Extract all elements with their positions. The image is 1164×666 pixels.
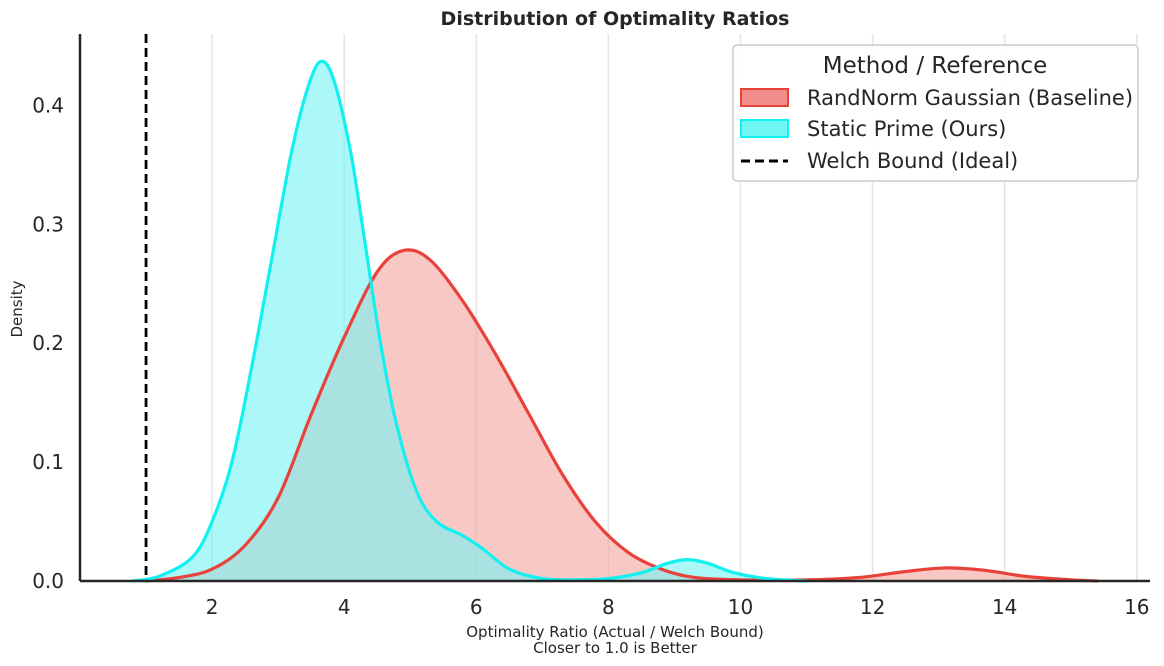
x-tick-label-4: 4 [338, 595, 351, 619]
x-ticks: 2 4 6 8 10 12 14 16 [206, 595, 1150, 619]
legend-label-static-prime: Static Prime (Ours) [807, 117, 1006, 141]
x-tick-label-6: 6 [470, 595, 483, 619]
density-lines [131, 59, 1099, 583]
density-line-randnorm [144, 248, 1099, 583]
y-tick-label-0.1: 0.1 [32, 450, 64, 474]
x-axis-label-line1: Optimality Ratio (Actual / Welch Bound) [466, 623, 763, 641]
density-fills [132, 61, 1098, 581]
axes [78, 34, 1150, 583]
y-axis-label: Density [8, 280, 26, 337]
x-tick-label-14: 14 [992, 595, 1017, 619]
legend-swatch-randnorm [740, 88, 789, 107]
legend-box [732, 44, 1139, 182]
y-tick-label-0.3: 0.3 [32, 212, 64, 236]
x-tick-label-12: 12 [860, 595, 885, 619]
y-ticks: 0.0 0.1 0.2 0.3 0.4 [32, 93, 64, 593]
x-tick-label-10: 10 [728, 595, 753, 619]
legend-title: Method / Reference [823, 53, 1047, 79]
x-tick-label-2: 2 [206, 595, 219, 619]
x-tick-label-16: 16 [1124, 595, 1149, 619]
legend-swatch-static-prime [740, 119, 789, 138]
y-tick-label-0.2: 0.2 [32, 331, 64, 355]
density-fill-static-prime [132, 61, 807, 581]
x-axis-label-line2: Closer to 1.0 is Better [533, 639, 698, 657]
legend: Method / Reference RandNorm Gaussian (Ba… [732, 44, 1139, 182]
density-line-static-prime [131, 59, 809, 583]
legend-label-welch-bound: Welch Bound (Ideal) [807, 149, 1018, 173]
y-tick-label-0.0: 0.0 [32, 569, 64, 593]
chart-title: Distribution of Optimality Ratios [441, 8, 790, 30]
y-tick-label-0.4: 0.4 [32, 93, 64, 117]
legend-label-randnorm: RandNorm Gaussian (Baseline) [807, 86, 1133, 110]
x-tick-label-8: 8 [602, 595, 615, 619]
